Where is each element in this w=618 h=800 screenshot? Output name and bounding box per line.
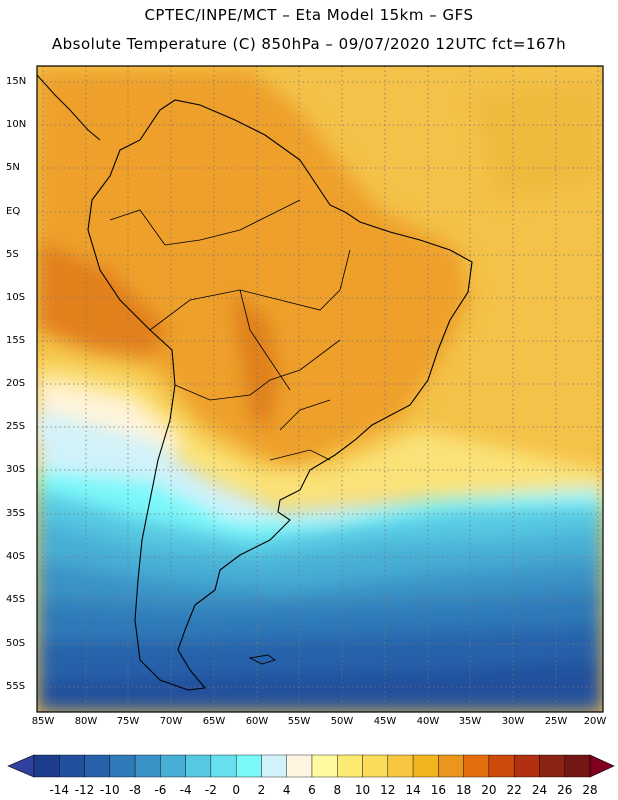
lon-label: 20W <box>583 716 607 727</box>
colorbar-tick-label: 14 <box>405 783 421 797</box>
colorbar-tick-label: 2 <box>257 783 266 797</box>
colorbar-swatch <box>488 754 515 778</box>
colorbar-tick-label: 24 <box>531 783 548 797</box>
lat-label: EQ <box>6 206 21 217</box>
colorbar-tick-label: -10 <box>100 783 120 797</box>
map-title-line2: Absolute Temperature (C) 850hPa – 09/07/… <box>51 35 567 53</box>
lat-label: 45S <box>6 594 26 605</box>
lon-label: 45W <box>373 716 397 727</box>
lat-label: 40S <box>6 551 26 562</box>
colorbar-tick-label: 26 <box>557 783 573 797</box>
colorbar-swatch <box>109 754 136 778</box>
colorbar-tick-label: 8 <box>333 783 342 797</box>
colorbar-swatch <box>286 754 313 778</box>
colorbar-swatch <box>311 754 338 778</box>
colorbar-swatch <box>261 754 287 778</box>
lat-label: 5S <box>6 249 19 260</box>
colorbar-tick-label: 12 <box>380 783 396 797</box>
colorbar-tick-label: 18 <box>455 783 472 797</box>
lon-label: 55W <box>287 716 311 727</box>
lon-label: 40W <box>416 716 440 727</box>
colorbar-swatch <box>160 754 186 778</box>
colorbar-tick-label: 20 <box>481 783 497 797</box>
colorbar-tick-label: 6 <box>308 783 316 797</box>
colorbar-tick-label: -2 <box>204 783 217 797</box>
lon-label: 25W <box>544 716 568 727</box>
lon-label: 60W <box>245 716 269 727</box>
temperature-field <box>37 66 603 712</box>
lon-label: 50W <box>330 716 354 727</box>
colorbar-tick-label: 16 <box>430 783 446 797</box>
colorbar-swatch <box>84 754 111 778</box>
lon-label: 30W <box>501 716 525 727</box>
lon-label: 70W <box>159 716 183 727</box>
lat-label: 10N <box>6 119 27 130</box>
lat-label: 5N <box>6 162 20 173</box>
colorbar-swatch <box>185 754 212 778</box>
colorbar-tick-label: 4 <box>282 783 291 797</box>
colorbar-tick-label: -4 <box>179 783 192 797</box>
colorbar-swatch <box>412 754 439 778</box>
colorbar-swatch <box>539 754 565 778</box>
colorbar-swatch <box>387 754 414 778</box>
lat-label: 15N <box>6 76 27 87</box>
colorbar-tick-label: -12 <box>74 783 95 797</box>
lon-label: 85W <box>31 716 55 727</box>
lat-label: 25S <box>6 421 26 432</box>
map-frame <box>36 65 604 713</box>
colorbar-swatch <box>59 754 85 778</box>
colorbar-tick-label: -14 <box>49 783 70 797</box>
map-title-line1: CPTEC/INPE/MCT – Eta Model 15km – GFS <box>144 6 474 24</box>
colorbar-tick-label: 28 <box>582 783 598 797</box>
lat-label: 35S <box>6 508 26 519</box>
colorbar-swatch <box>210 754 237 778</box>
south-america-coastline <box>87 99 473 691</box>
lat-label: 15S <box>6 335 26 346</box>
colorbar-swatch <box>337 754 363 778</box>
colorbar-swatch <box>134 754 161 778</box>
colorbar-tick-label: 10 <box>354 783 371 797</box>
colorbar-swatch <box>438 754 464 778</box>
colorbar-tick-label: -6 <box>154 783 167 797</box>
lon-label: 80W <box>74 716 98 727</box>
colorbar-swatch <box>33 754 60 778</box>
colorbar-swatch <box>564 754 591 778</box>
lat-label: 10S <box>6 292 26 303</box>
colorbar-over-arrow <box>589 754 615 778</box>
colorbar-tick-label: -8 <box>129 783 142 797</box>
lat-label: 30S <box>6 464 26 475</box>
lat-label: 20S <box>6 378 26 389</box>
lon-label: 35W <box>458 716 482 727</box>
colorbar-tick-label: 0 <box>232 783 240 797</box>
country-borders <box>109 199 351 461</box>
lat-label: 55S <box>6 681 26 692</box>
colorbar-swatch <box>362 754 389 778</box>
colorbar <box>7 754 615 778</box>
colorbar-swatch <box>235 754 262 778</box>
colorbar-swatch <box>463 754 490 778</box>
colorbar-tick-label: 22 <box>506 783 522 797</box>
colorbar-swatch <box>513 754 540 778</box>
lon-label: 65W <box>202 716 226 727</box>
lon-label: 75W <box>116 716 140 727</box>
colorbar-under-arrow <box>7 754 35 778</box>
lat-label: 50S <box>6 638 26 649</box>
